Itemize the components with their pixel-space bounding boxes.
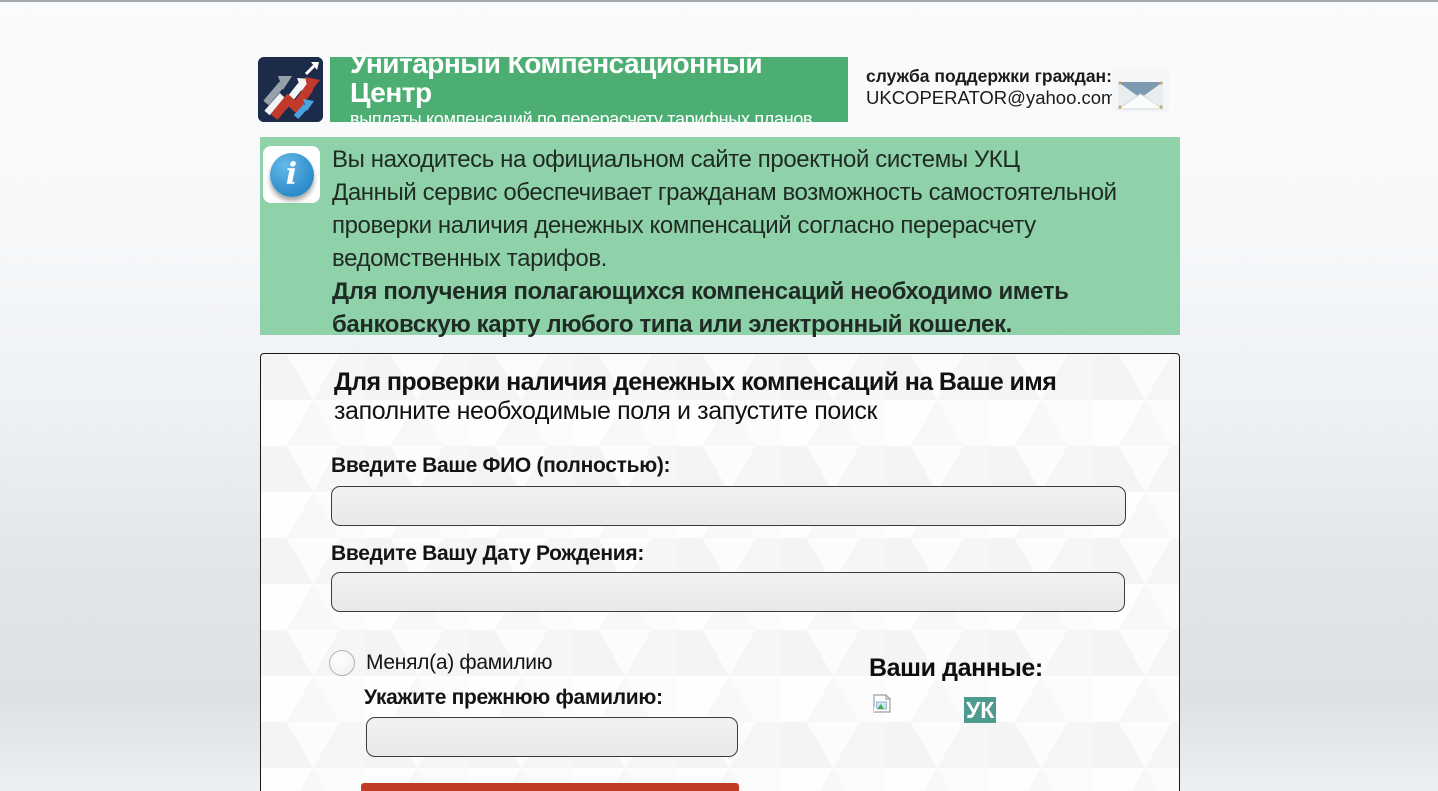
compensation-search-form: Для проверки наличия денежных компенсаци…: [260, 353, 1180, 791]
envelope-icon: [1112, 68, 1169, 113]
support-email: UKCOPERATOR@yahoo.com: [866, 87, 1117, 109]
info-icon: i: [263, 146, 320, 203]
changed-surname-label[interactable]: Менял(а) фамилию: [366, 651, 553, 674]
prev-surname-input[interactable]: [366, 717, 738, 757]
ukc-badge-highlight: УК: [964, 697, 997, 723]
your-data-heading: Ваши данные:: [869, 654, 1043, 682]
site-logo: [258, 57, 323, 122]
ukc-badge: УКЦ: [964, 695, 1013, 725]
intro-line2: Данный сервис обеспечивает гражданам воз…: [332, 179, 1117, 272]
intro-line1: Вы находитесь на официальном сайте проек…: [332, 146, 1020, 173]
form-subheading: заполните необходимые поля и запустите п…: [334, 397, 878, 425]
prev-surname-label: Укажите прежнюю фамилию:: [364, 686, 663, 709]
fio-input[interactable]: [331, 486, 1126, 526]
ukc-badge-rest: Ц: [996, 697, 1014, 723]
broken-image-icon: [873, 694, 891, 713]
intro-info-panel: i Вы находитесь на официальном сайте про…: [260, 137, 1180, 338]
fio-label: Введите Ваше ФИО (полностью):: [331, 454, 671, 477]
dob-label: Введите Вашу Дату Рождения:: [331, 542, 645, 565]
search-button[interactable]: [361, 783, 739, 791]
form-heading: Для проверки наличия денежных компенсаци…: [334, 368, 1057, 396]
site-title-banner: Унитарный Компенсационный Центр выплаты …: [330, 49, 848, 129]
changed-surname-radio[interactable]: [329, 650, 355, 676]
site-title: Унитарный Компенсационный Центр: [350, 47, 763, 109]
arrows-up-logo-icon: [258, 57, 323, 122]
site-subtitle: выплаты компенсаций по перерасчету тариф…: [350, 108, 813, 129]
intro-line3: Для получения полагающихся компенсаций н…: [332, 278, 1069, 338]
intro-text: Вы находитесь на официальном сайте проек…: [332, 143, 1170, 341]
support-contact: служба поддержки граждан: UKCOPERATOR@ya…: [866, 66, 1117, 110]
dob-input[interactable]: [331, 572, 1125, 612]
support-label: служба поддержки граждан:: [866, 66, 1112, 86]
top-divider: [0, 0, 1438, 2]
